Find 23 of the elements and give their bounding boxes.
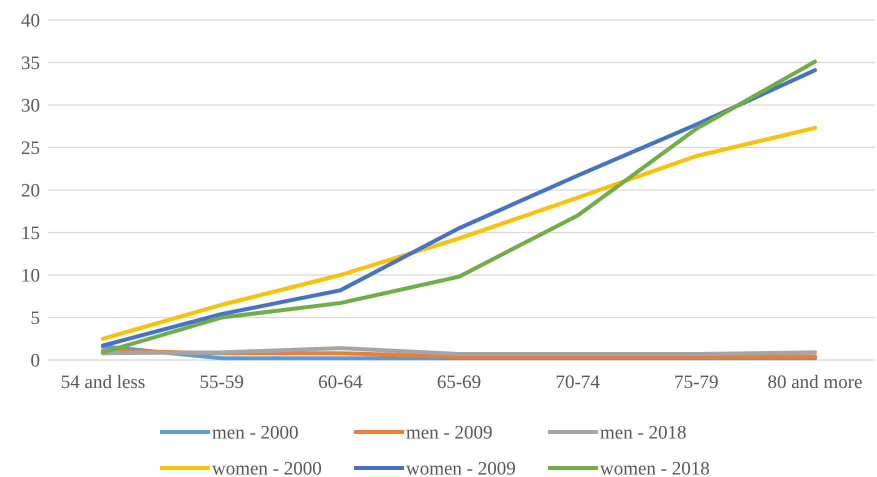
y-tick-label: 20 [21,180,40,202]
y-tick-label: 5 [30,308,40,330]
x-tick-label: 60-64 [318,372,363,393]
legend-label: men - 2009 [406,422,493,444]
x-tick-label: 80 and more [768,372,862,393]
legend-label: women - 2018 [600,458,710,477]
y-tick-label: 30 [21,96,40,117]
legend-label: men - 2000 [212,422,299,444]
legend-label: women - 2000 [212,458,322,477]
y-tick-label: 40 [21,10,40,32]
y-tick-label: 10 [21,266,40,287]
y-tick-label: 25 [21,138,40,160]
legend-label: women - 2009 [406,458,516,477]
x-tick-label: 65-69 [436,372,482,393]
y-tick-label: 35 [21,53,40,74]
y-tick-label: 15 [21,223,40,244]
x-tick-label: 70-74 [556,372,600,393]
line-series [101,126,817,341]
x-tick-label: 54 and less [60,372,146,393]
x-tick-label: 55-59 [200,372,244,393]
legend-label: men - 2018 [600,422,687,444]
y-tick-label: 0 [30,350,40,372]
x-tick-label: 75-79 [674,372,718,393]
